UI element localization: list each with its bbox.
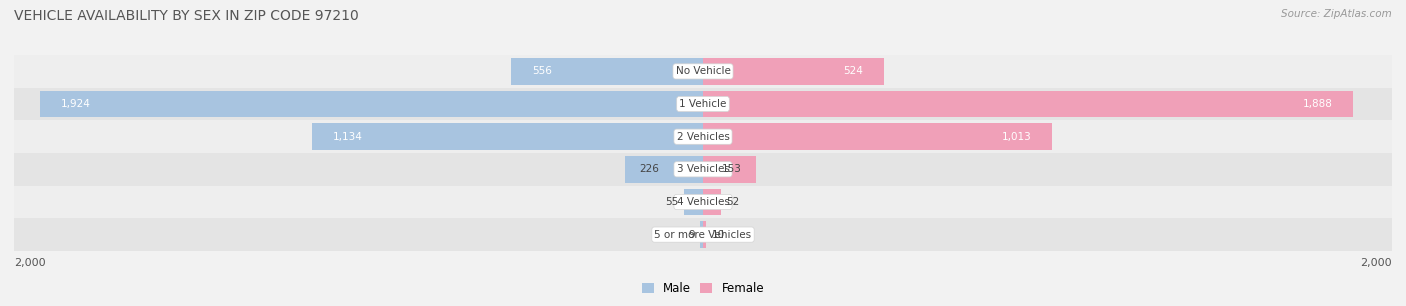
Bar xyxy=(700,221,703,248)
Text: 153: 153 xyxy=(723,164,742,174)
Text: 9: 9 xyxy=(688,230,695,240)
Bar xyxy=(703,123,1052,150)
Bar xyxy=(14,153,1392,186)
Bar xyxy=(512,58,703,85)
Text: 1,924: 1,924 xyxy=(60,99,91,109)
Bar xyxy=(703,221,706,248)
Text: 1 Vehicle: 1 Vehicle xyxy=(679,99,727,109)
Bar xyxy=(703,91,1354,118)
Text: VEHICLE AVAILABILITY BY SEX IN ZIP CODE 97210: VEHICLE AVAILABILITY BY SEX IN ZIP CODE … xyxy=(14,9,359,23)
Text: 556: 556 xyxy=(531,66,553,76)
Text: 55: 55 xyxy=(665,197,679,207)
Bar xyxy=(685,188,703,215)
Text: 1,013: 1,013 xyxy=(1001,132,1031,142)
Text: 1,888: 1,888 xyxy=(1303,99,1333,109)
Bar xyxy=(14,120,1392,153)
Text: 226: 226 xyxy=(638,164,659,174)
Text: 524: 524 xyxy=(844,66,863,76)
Bar xyxy=(626,156,703,183)
Bar xyxy=(14,186,1392,218)
Bar xyxy=(14,218,1392,251)
Text: 2,000: 2,000 xyxy=(1361,258,1392,268)
Text: 2 Vehicles: 2 Vehicles xyxy=(676,132,730,142)
Text: 2,000: 2,000 xyxy=(14,258,45,268)
Text: 3 Vehicles: 3 Vehicles xyxy=(676,164,730,174)
Bar xyxy=(703,58,883,85)
Text: Source: ZipAtlas.com: Source: ZipAtlas.com xyxy=(1281,9,1392,19)
Bar xyxy=(703,188,721,215)
Text: 10: 10 xyxy=(711,230,724,240)
Legend: Male, Female: Male, Female xyxy=(637,278,769,300)
Text: No Vehicle: No Vehicle xyxy=(675,66,731,76)
Text: 1,134: 1,134 xyxy=(333,132,363,142)
Text: 4 Vehicles: 4 Vehicles xyxy=(676,197,730,207)
Bar xyxy=(14,55,1392,88)
Bar xyxy=(14,88,1392,120)
Bar xyxy=(41,91,703,118)
Bar xyxy=(312,123,703,150)
Bar xyxy=(703,156,755,183)
Text: 5 or more Vehicles: 5 or more Vehicles xyxy=(654,230,752,240)
Text: 52: 52 xyxy=(725,197,740,207)
